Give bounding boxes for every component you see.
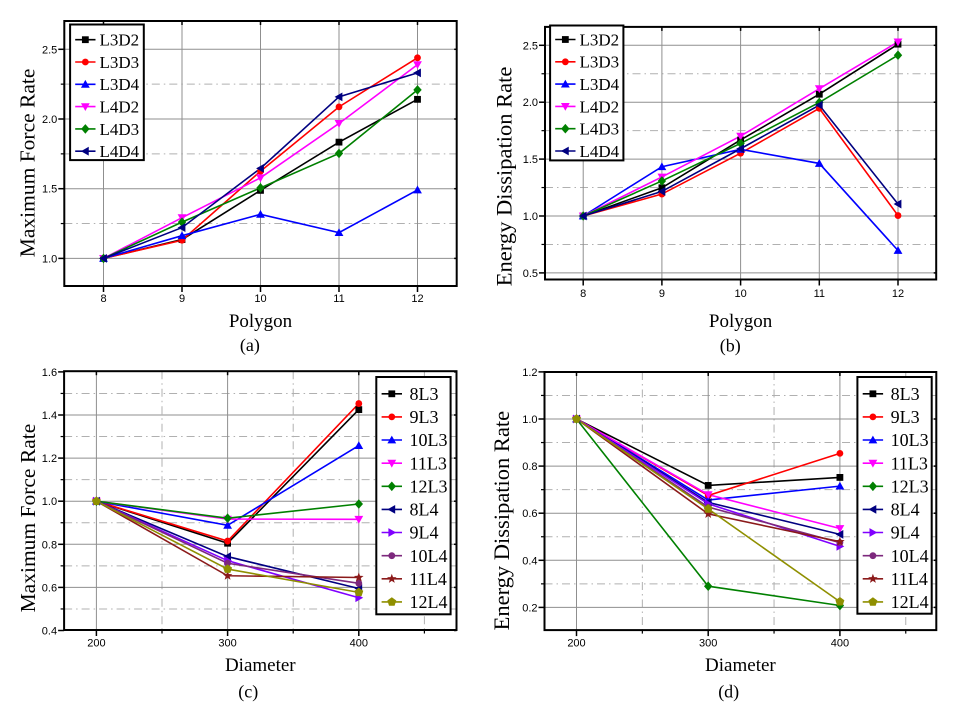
svg-text:9: 9 — [659, 288, 665, 300]
svg-text:9L4: 9L4 — [891, 523, 920, 543]
svg-text:11L3: 11L3 — [891, 453, 928, 473]
svg-text:0.4: 0.4 — [522, 555, 537, 567]
svg-text:0.6: 0.6 — [42, 582, 57, 594]
svg-text:1.2: 1.2 — [42, 453, 57, 465]
svg-text:(c): (c) — [238, 682, 258, 703]
svg-text:0.8: 0.8 — [42, 539, 57, 551]
svg-text:1.5: 1.5 — [42, 184, 57, 196]
svg-text:11L3: 11L3 — [410, 453, 447, 473]
svg-text:1.2: 1.2 — [522, 367, 537, 379]
svg-text:0.5: 0.5 — [523, 268, 538, 280]
svg-text:400: 400 — [831, 638, 849, 650]
svg-text:(a): (a) — [240, 335, 260, 356]
svg-text:10L4: 10L4 — [410, 546, 448, 566]
svg-text:2.0: 2.0 — [42, 114, 57, 126]
svg-text:2.0: 2.0 — [523, 97, 538, 109]
svg-text:1.6: 1.6 — [42, 367, 57, 379]
svg-text:12L4: 12L4 — [410, 592, 448, 612]
svg-text:1.0: 1.0 — [42, 253, 57, 265]
svg-text:(d): (d) — [718, 682, 739, 703]
svg-text:200: 200 — [567, 638, 585, 650]
svg-text:9L3: 9L3 — [891, 407, 920, 427]
svg-text:2.5: 2.5 — [523, 40, 538, 52]
svg-text:10L4: 10L4 — [891, 546, 929, 566]
svg-text:8: 8 — [580, 288, 586, 300]
svg-text:L3D3: L3D3 — [100, 53, 140, 72]
svg-text:200: 200 — [87, 638, 105, 650]
svg-text:9L3: 9L3 — [410, 407, 439, 427]
svg-text:12: 12 — [892, 288, 904, 300]
svg-text:L4D2: L4D2 — [100, 97, 140, 116]
svg-text:10: 10 — [254, 293, 266, 305]
svg-text:1.5: 1.5 — [523, 154, 538, 166]
svg-text:L4D3: L4D3 — [100, 120, 140, 139]
svg-text:0.4: 0.4 — [42, 626, 57, 638]
svg-text:Energy Dissipation Rate: Energy Dissipation Rate — [492, 67, 517, 287]
svg-text:L3D4: L3D4 — [580, 75, 620, 94]
svg-text:Diameter: Diameter — [705, 655, 776, 676]
svg-text:Polygon: Polygon — [229, 311, 293, 332]
svg-text:11: 11 — [814, 288, 825, 300]
svg-text:L3D4: L3D4 — [100, 75, 140, 94]
svg-text:Maximum Force Rate: Maximum Force Rate — [15, 69, 39, 258]
svg-text:L3D3: L3D3 — [580, 53, 620, 72]
svg-text:11: 11 — [333, 293, 344, 305]
svg-text:12: 12 — [411, 293, 423, 305]
svg-text:10L3: 10L3 — [410, 430, 448, 450]
svg-text:8L3: 8L3 — [891, 384, 920, 404]
svg-text:8L4: 8L4 — [891, 500, 920, 520]
svg-text:Polygon: Polygon — [709, 311, 773, 332]
svg-text:10L3: 10L3 — [891, 430, 929, 450]
svg-text:12L3: 12L3 — [891, 477, 929, 497]
svg-text:400: 400 — [350, 638, 368, 650]
svg-text:0.2: 0.2 — [522, 602, 537, 614]
svg-text:L3D2: L3D2 — [100, 31, 140, 50]
svg-text:Maximum Force Rate: Maximum Force Rate — [16, 424, 40, 613]
svg-text:2.5: 2.5 — [42, 44, 57, 56]
svg-text:L4D3: L4D3 — [580, 120, 620, 139]
svg-text:1.4: 1.4 — [42, 410, 57, 422]
svg-text:300: 300 — [699, 638, 717, 650]
svg-text:1.0: 1.0 — [523, 211, 538, 223]
svg-text:Energy Dissipation Rate: Energy Dissipation Rate — [489, 411, 514, 631]
svg-text:8L4: 8L4 — [410, 500, 439, 520]
svg-text:0.8: 0.8 — [522, 461, 537, 473]
svg-text:L4D4: L4D4 — [580, 142, 620, 161]
svg-text:1.0: 1.0 — [522, 414, 537, 426]
svg-text:12L4: 12L4 — [891, 592, 929, 612]
svg-text:0.6: 0.6 — [522, 508, 537, 520]
svg-text:10: 10 — [734, 288, 746, 300]
svg-text:11L4: 11L4 — [410, 569, 447, 589]
svg-text:(b): (b) — [720, 336, 741, 357]
svg-text:9L4: 9L4 — [410, 523, 439, 543]
svg-text:L4D4: L4D4 — [100, 142, 140, 161]
svg-text:8L3: 8L3 — [410, 384, 439, 404]
svg-text:11L4: 11L4 — [891, 569, 928, 589]
svg-text:Diameter: Diameter — [225, 655, 296, 676]
svg-text:12L3: 12L3 — [410, 477, 448, 497]
svg-text:1.0: 1.0 — [42, 496, 57, 508]
svg-text:300: 300 — [218, 638, 236, 650]
svg-text:9: 9 — [179, 293, 185, 305]
svg-text:L3D2: L3D2 — [580, 30, 620, 49]
svg-text:8: 8 — [100, 293, 106, 305]
svg-text:L4D2: L4D2 — [580, 97, 620, 116]
